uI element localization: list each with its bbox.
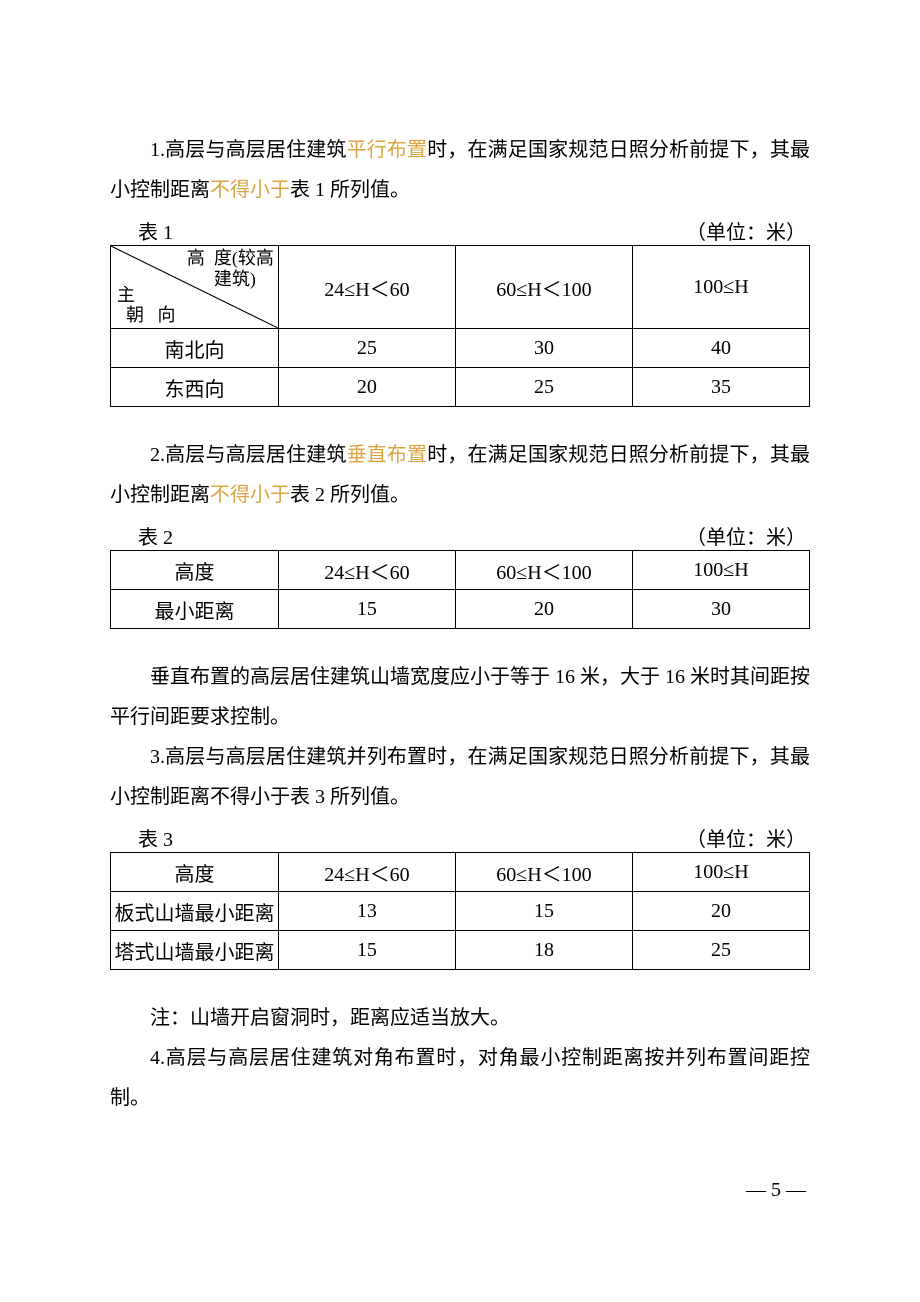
- table-row: 板式山墙最小距离 13 15 20: [111, 892, 810, 931]
- table-header-cell: 高度: [111, 551, 279, 590]
- paragraph-5: 4.高层与高层居住建筑对角布置时，对角最小控制距离按并列布置间距控制。: [110, 1038, 810, 1118]
- highlight-text: 不得小于: [210, 484, 290, 506]
- table-label: 表 2: [114, 521, 173, 550]
- text: 1.高层与高层居住建筑: [150, 139, 347, 161]
- diag-top-label: 高 度(较高 建筑): [187, 248, 274, 289]
- table-row: 南北向 25 30 40: [111, 329, 810, 368]
- text: 高: [187, 248, 205, 268]
- text: 向: [158, 305, 176, 325]
- table-row: 东西向 20 25 35: [111, 368, 810, 407]
- table-1: 高 度(较高 建筑) 主 朝 向 24≤H＜60 60≤H＜100 100≤H …: [110, 245, 810, 407]
- diagonal-header-cell: 高 度(较高 建筑) 主 朝 向: [111, 246, 279, 329]
- diag-bottom-label: 主 朝 向: [117, 285, 176, 326]
- table-header-cell: 60≤H＜100: [455, 246, 632, 329]
- table-unit: （单位：米）: [686, 823, 806, 852]
- table-header-cell: 100≤H: [632, 853, 809, 892]
- table2-caption: 表 2 （单位：米）: [110, 521, 810, 550]
- paragraph-2: 2.高层与高层居住建筑垂直布置时，在满足国家规范日照分析前提下，其最小控制距离不…: [110, 435, 810, 515]
- table-cell: 18: [455, 931, 632, 970]
- page-number: — 5 —: [746, 1179, 806, 1202]
- paragraph-1: 1.高层与高层居住建筑平行布置时，在满足国家规范日照分析前提下，其最小控制距离不…: [110, 130, 810, 210]
- table-label: 表 3: [114, 823, 173, 852]
- table1-caption: 表 1 （单位：米）: [110, 216, 810, 245]
- table-label: 表 1: [114, 216, 173, 245]
- table-3: 高度 24≤H＜60 60≤H＜100 100≤H 板式山墙最小距离 13 15…: [110, 852, 810, 970]
- table-header-cell: 100≤H: [632, 551, 809, 590]
- table-cell: 25: [455, 368, 632, 407]
- highlight-text: 垂直布置: [347, 444, 428, 466]
- table-header-cell: 高度: [111, 853, 279, 892]
- table-cell: 20: [632, 892, 809, 931]
- text: 主: [117, 285, 135, 305]
- table-cell: 25: [632, 931, 809, 970]
- text: 朝: [126, 305, 144, 325]
- document-page: 1.高层与高层居住建筑平行布置时，在满足国家规范日照分析前提下，其最小控制距离不…: [0, 0, 920, 1302]
- table-row: 塔式山墙最小距离 15 18 25: [111, 931, 810, 970]
- table-cell: 13: [278, 892, 455, 931]
- paragraph-4: 3.高层与高层居住建筑并列布置时，在满足国家规范日照分析前提下，其最小控制距离不…: [110, 737, 810, 817]
- table-cell: 35: [632, 368, 809, 407]
- table-header-cell: 24≤H＜60: [278, 246, 455, 329]
- table-row: 高 度(较高 建筑) 主 朝 向 24≤H＜60 60≤H＜100 100≤H: [111, 246, 810, 329]
- highlight-text: 平行布置: [347, 139, 428, 161]
- table-cell: 东西向: [111, 368, 279, 407]
- table-cell: 20: [455, 590, 632, 629]
- text: 度: [214, 248, 232, 268]
- table-cell: 25: [278, 329, 455, 368]
- table-header-cell: 60≤H＜100: [455, 853, 632, 892]
- table-cell: 15: [278, 931, 455, 970]
- table-header-cell: 60≤H＜100: [455, 551, 632, 590]
- table-cell: 板式山墙最小距离: [111, 892, 279, 931]
- table-unit: （单位：米）: [686, 216, 806, 245]
- table-row: 最小距离 15 20 30: [111, 590, 810, 629]
- table-cell: 20: [278, 368, 455, 407]
- table-cell: 塔式山墙最小距离: [111, 931, 279, 970]
- table-header-cell: 24≤H＜60: [278, 853, 455, 892]
- table-cell: 30: [632, 590, 809, 629]
- table-header-cell: 24≤H＜60: [278, 551, 455, 590]
- paragraph-note: 注：山墙开启窗洞时，距离应适当放大。: [110, 998, 810, 1038]
- paragraph-3: 垂直布置的高层居住建筑山墙宽度应小于等于 16 米，大于 16 米时其间距按平行…: [110, 657, 810, 737]
- text: 表 1 所列值。: [290, 179, 410, 201]
- table-cell: 30: [455, 329, 632, 368]
- text: 表 2 所列值。: [290, 484, 410, 506]
- text: (较高: [232, 248, 274, 268]
- table-row: 高度 24≤H＜60 60≤H＜100 100≤H: [111, 551, 810, 590]
- table-row: 高度 24≤H＜60 60≤H＜100 100≤H: [111, 853, 810, 892]
- table3-caption: 表 3 （单位：米）: [110, 823, 810, 852]
- table-header-cell: 100≤H: [632, 246, 809, 329]
- table-cell: 15: [455, 892, 632, 931]
- table-2: 高度 24≤H＜60 60≤H＜100 100≤H 最小距离 15 20 30: [110, 550, 810, 629]
- text: 2.高层与高层居住建筑: [150, 444, 347, 466]
- text: 建筑): [214, 269, 256, 289]
- table-cell: 南北向: [111, 329, 279, 368]
- highlight-text: 不得小于: [210, 179, 290, 201]
- table-unit: （单位：米）: [686, 521, 806, 550]
- table-cell: 最小距离: [111, 590, 279, 629]
- table-cell: 40: [632, 329, 809, 368]
- table-cell: 15: [278, 590, 455, 629]
